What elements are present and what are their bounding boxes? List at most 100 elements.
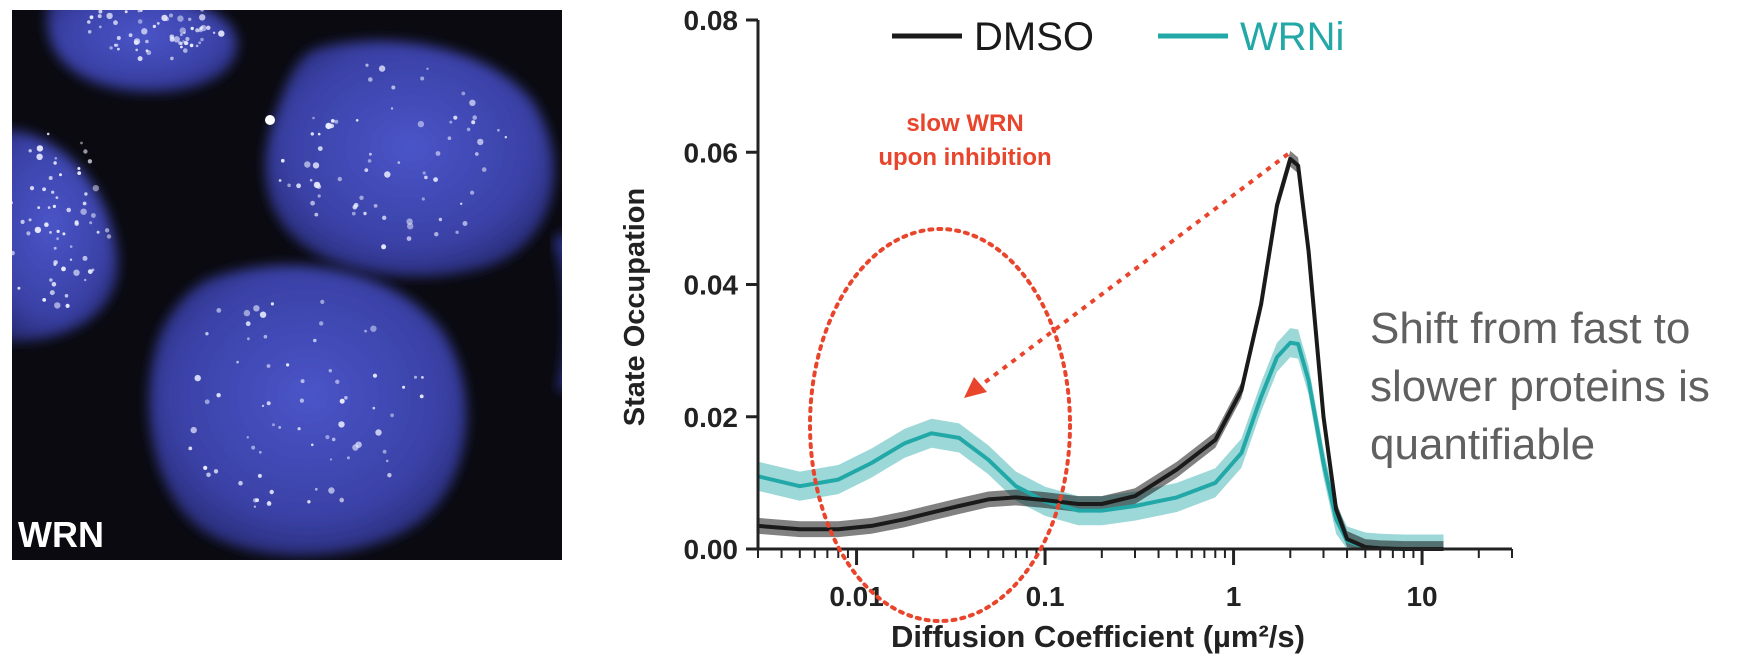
focus-speckle <box>137 10 141 13</box>
focus-speckle <box>195 44 199 48</box>
focus-speckle <box>339 398 345 404</box>
focus-speckle <box>314 212 319 217</box>
focus-speckle <box>344 396 348 400</box>
focus-speckle <box>313 338 317 343</box>
annotation-ellipse <box>808 227 1072 623</box>
focus-speckle <box>317 146 323 152</box>
focus-speckle <box>447 136 452 140</box>
focus-speckle <box>364 168 369 173</box>
focus-speckle <box>337 176 342 182</box>
focus-speckle <box>300 379 305 384</box>
focus-speckle <box>173 36 180 43</box>
focus-speckle <box>17 286 21 290</box>
focus-speckle <box>253 498 258 503</box>
nucleus-right-edge <box>552 235 562 390</box>
focus-speckle <box>206 472 211 478</box>
annotation-arrow-head <box>964 377 987 398</box>
legend-label-wrni: WRNi <box>1240 15 1344 59</box>
focus-speckle <box>266 401 271 406</box>
focus-speckle <box>145 49 149 53</box>
focus-speckle <box>185 41 189 45</box>
focus-speckle <box>36 153 43 160</box>
focus-speckle <box>216 308 222 313</box>
focus-speckle <box>365 63 369 67</box>
chart-annotation: slow WRN upon inhibition <box>808 110 1290 623</box>
focus-speckle <box>397 161 401 164</box>
focus-speckle <box>195 28 200 33</box>
foci-speckles <box>12 10 507 508</box>
focus-speckle <box>270 302 274 306</box>
nucleus-top-left <box>46 10 238 93</box>
focus-speckle <box>51 282 57 287</box>
focus-speckle <box>59 173 62 177</box>
focus-speckle <box>417 120 425 128</box>
focus-speckle <box>419 394 424 399</box>
focus-speckle <box>334 119 339 124</box>
focus-speckle <box>28 218 32 222</box>
image-label: WRN <box>18 514 104 555</box>
focus-speckle <box>198 41 202 45</box>
focus-speckle <box>200 24 207 32</box>
focus-speckle <box>135 48 138 52</box>
focus-speckle <box>47 206 51 209</box>
focus-speckle <box>61 266 66 272</box>
focus-speckle <box>91 213 96 218</box>
focus-speckle <box>390 107 394 110</box>
focus-speckle <box>385 459 389 463</box>
focus-speckle <box>109 46 113 50</box>
focus-speckle <box>106 12 113 20</box>
focus-speckle <box>12 250 15 256</box>
focus-speckle <box>378 65 386 72</box>
focus-speckle <box>247 337 250 341</box>
focus-speckle <box>420 76 425 81</box>
focus-speckle <box>117 47 120 51</box>
focus-speckle <box>65 303 70 308</box>
focus-speckle <box>188 446 193 451</box>
focus-speckle <box>317 194 321 198</box>
focus-speckle <box>368 77 373 82</box>
focus-speckle <box>87 159 93 164</box>
focus-speckle <box>328 369 332 373</box>
x-tick-label: 10 <box>1406 581 1437 612</box>
focus-speckle <box>128 33 133 38</box>
focus-speckle <box>77 171 82 176</box>
focus-speckle <box>370 325 377 332</box>
focus-speckle <box>462 221 468 226</box>
focus-speckle <box>64 294 69 298</box>
y-axis-label: State Occupation <box>619 188 651 427</box>
focus-speckle <box>12 201 13 204</box>
focus-speckle <box>51 190 55 194</box>
focus-speckle <box>278 426 282 429</box>
focus-speckle <box>80 208 87 215</box>
focus-speckle <box>384 171 391 178</box>
focus-speckle <box>426 67 429 70</box>
focus-speckle <box>206 25 211 30</box>
focus-speckle <box>435 151 441 156</box>
focus-speckle <box>316 184 322 189</box>
focus-speckle <box>311 443 314 447</box>
focus-speckle <box>89 15 94 20</box>
focus-speckle <box>133 40 139 45</box>
focus-speckle <box>89 221 93 225</box>
focus-speckle <box>218 30 225 37</box>
focus-speckle <box>387 473 392 478</box>
focus-speckle <box>152 24 157 29</box>
focus-speckle <box>421 376 424 379</box>
focus-speckle <box>55 196 59 200</box>
x-tick-label: 0.01 <box>829 581 884 612</box>
focus-speckle <box>49 278 53 282</box>
focus-speckle <box>325 122 332 130</box>
focus-speckle <box>355 119 359 122</box>
focus-speckle <box>329 458 333 461</box>
focus-speckle <box>179 41 183 46</box>
focus-speckle <box>363 211 367 216</box>
focus-speckle <box>53 246 57 250</box>
focus-speckle <box>382 215 387 220</box>
focus-speckle <box>414 375 417 379</box>
focus-speckle <box>49 290 55 296</box>
focus-speckle <box>497 128 500 132</box>
nucleus-top-right <box>265 40 555 277</box>
focus-speckle <box>92 185 100 192</box>
focus-speckle <box>106 234 112 239</box>
focus-speckle <box>328 487 335 494</box>
